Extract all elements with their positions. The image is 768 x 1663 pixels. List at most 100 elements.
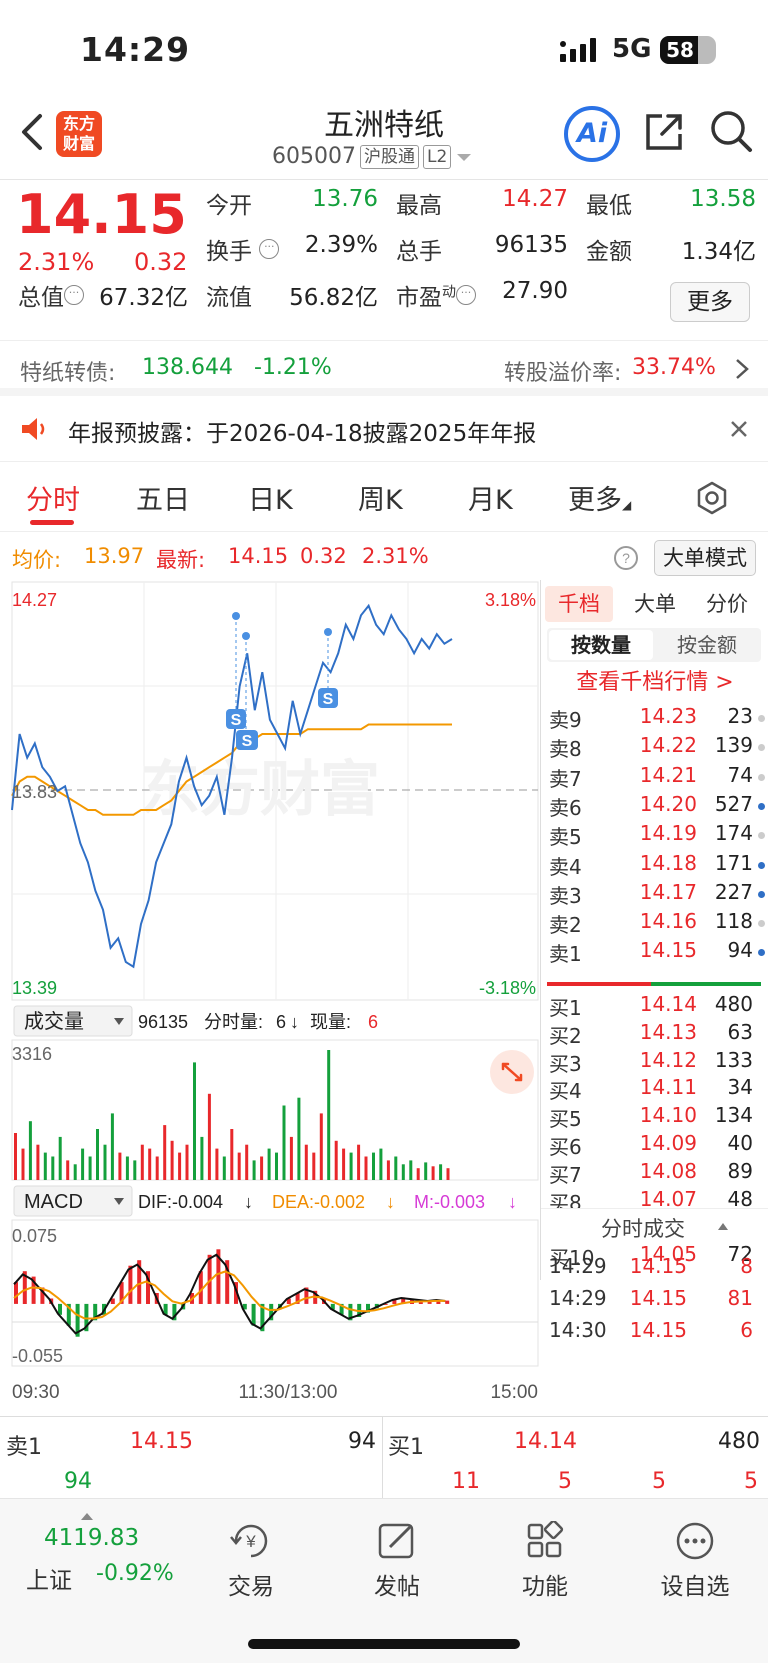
close-icon[interactable]: [728, 418, 750, 440]
volume-value: 96135: [494, 232, 568, 258]
tab-daily-k[interactable]: 日K: [248, 485, 293, 516]
order-level-label: 卖9: [549, 708, 582, 732]
sell-marker[interactable]: S: [226, 612, 246, 729]
gear-icon[interactable]: [694, 480, 730, 516]
y-axis-top: 14.27: [12, 590, 57, 610]
sell-order-row[interactable]: 卖8 14.22 139: [541, 733, 765, 762]
sell-marker[interactable]: S: [318, 628, 338, 708]
search-icon[interactable]: [708, 108, 754, 156]
battery-icon: 58: [660, 36, 716, 64]
volume-bar: [51, 1156, 55, 1180]
big-order-mode-button[interactable]: 大单模式: [654, 540, 756, 576]
macd-bar: [225, 1260, 230, 1304]
notice-banner[interactable]: 年报预披露：于2026-04-18披露2025年年报: [0, 396, 768, 462]
tab-thousand-level[interactable]: 千档: [545, 586, 613, 622]
order-price: 14.20: [639, 791, 697, 816]
order-volume: 171: [714, 850, 753, 875]
intraday-chart[interactable]: 东方财富 S S S 14.27 13.83 13.39 3.18% -3.18…: [0, 580, 540, 1416]
current-volume-label: 现量:: [310, 1012, 351, 1032]
info-icon[interactable]: ···: [64, 285, 84, 306]
sell-marker[interactable]: S: [236, 632, 258, 750]
order-dot-icon: [758, 949, 765, 957]
macd-frame: [11, 1219, 539, 1367]
ticks-title: 分时成交: [601, 1217, 685, 1241]
macd-bar: [31, 1276, 36, 1304]
macd-bar: [330, 1303, 335, 1310]
order-volume: 118: [714, 909, 753, 934]
order-dot-icon: [758, 832, 765, 840]
buy-order-row[interactable]: 买10 14.05 72: [541, 1242, 765, 1271]
macd-bar: [234, 1282, 238, 1304]
tick-price: 14.15: [629, 1254, 687, 1278]
volume-selector[interactable]: [13, 1005, 133, 1037]
avg-label: 均价:: [12, 548, 62, 572]
caret-down-icon: [114, 1018, 124, 1025]
tab-weekly-k[interactable]: 周K: [358, 485, 403, 516]
order-price: 14.07: [639, 1186, 697, 1211]
buy-order-row[interactable]: 买3 14.12 133: [541, 1048, 765, 1077]
order-volume: 40: [727, 1131, 753, 1155]
tab-five-day[interactable]: 五日: [136, 485, 190, 516]
sell-order-row[interactable]: 卖3 14.17 227: [541, 880, 765, 909]
sell-order-row[interactable]: 卖6 14.20 527: [541, 792, 765, 821]
info-icon[interactable]: ···: [259, 239, 280, 260]
tab-more[interactable]: 更多◢: [568, 485, 632, 516]
battery-level: 58: [666, 38, 694, 62]
nav-trade[interactable]: ¥ 交易: [196, 1521, 306, 1601]
svg-text:¥: ¥: [245, 1532, 256, 1551]
tab-price-dist[interactable]: 分价: [706, 592, 748, 616]
volume-bar: [73, 1164, 77, 1180]
stock-code-row[interactable]: 605007 沪股通 L2: [272, 144, 473, 169]
macd-top-label: 0.075: [12, 1226, 57, 1246]
back-icon[interactable]: [14, 110, 54, 154]
grid-icon: [527, 1521, 564, 1558]
buy-order-row[interactable]: 买6 14.09 40: [541, 1131, 765, 1160]
sell-order-row[interactable]: 卖5 14.19 174: [541, 821, 765, 850]
buy-order-row[interactable]: 买4 14.11 34: [541, 1075, 765, 1104]
volume-bar: [312, 1152, 316, 1180]
sell-order-row[interactable]: 卖1 14.15 94: [541, 938, 765, 967]
convertible-bond-row[interactable]: 特纸转债: 138.644 -1.21% 转股溢价率: 33.74%: [0, 340, 768, 396]
tab-big-order[interactable]: 大单: [634, 592, 676, 616]
share-icon[interactable]: [642, 110, 686, 154]
nav-post[interactable]: 发帖: [342, 1521, 452, 1601]
nav-functions[interactable]: 功能: [490, 1521, 600, 1601]
macd-bar: [128, 1265, 133, 1304]
ai-button[interactable]: Ai: [564, 106, 620, 162]
buy-order-row[interactable]: 买1 14.14 480: [541, 992, 765, 1021]
float-value: 56.82亿: [289, 285, 378, 311]
sell-order-row[interactable]: 卖4 14.18 171: [541, 851, 765, 880]
arrow-down-icon: ↓: [290, 1012, 299, 1032]
order-level-label: 卖7: [549, 766, 582, 791]
info-icon[interactable]: ···: [456, 285, 476, 306]
buy-order-row[interactable]: 买2 14.13 63: [541, 1020, 765, 1049]
macd-bar: [66, 1303, 71, 1326]
nav-add-watchlist[interactable]: 设自选: [640, 1521, 750, 1601]
sub-tab-by-qty[interactable]: 按数量: [549, 630, 653, 660]
network-type: 5G: [612, 34, 652, 64]
order-level-label: 卖2: [549, 913, 582, 938]
order-volume: 174: [714, 821, 753, 846]
help-icon[interactable]: ?: [612, 544, 640, 572]
volume-bar: [252, 1160, 256, 1180]
sell-order-row[interactable]: 卖9 14.23 23: [541, 704, 765, 733]
trade-tick-row: 14:29 14.15 8: [541, 1254, 765, 1284]
volume-bar: [245, 1144, 249, 1180]
more-button[interactable]: 更多: [670, 282, 750, 322]
macd-selector[interactable]: [13, 1185, 133, 1217]
tab-monthly-k[interactable]: 月K: [468, 485, 513, 516]
buy-order-row[interactable]: 买5 14.10 134: [541, 1103, 765, 1132]
sub-tab-by-amount[interactable]: 按金额: [677, 633, 737, 657]
index-ticker[interactable]: 4119.83 上证 -0.92%: [0, 1503, 176, 1613]
expand-icon[interactable]: [490, 1050, 534, 1094]
tab-intraday[interactable]: 分时: [26, 485, 80, 516]
view-thousand-level-link[interactable]: 查看千档行情 >: [576, 670, 734, 695]
macd-bar: [216, 1249, 221, 1304]
sell-order-row[interactable]: 卖2 14.16 118: [541, 909, 765, 938]
order-price: 14.21: [639, 762, 697, 787]
macd-bar: [198, 1271, 203, 1304]
sell-order-row[interactable]: 卖7 14.21 74: [541, 763, 765, 792]
ticks-header[interactable]: 分时成交: [541, 1208, 768, 1244]
m-value: M:-0.003: [414, 1192, 485, 1212]
buy-order-row[interactable]: 买7 14.08 89: [541, 1159, 765, 1188]
